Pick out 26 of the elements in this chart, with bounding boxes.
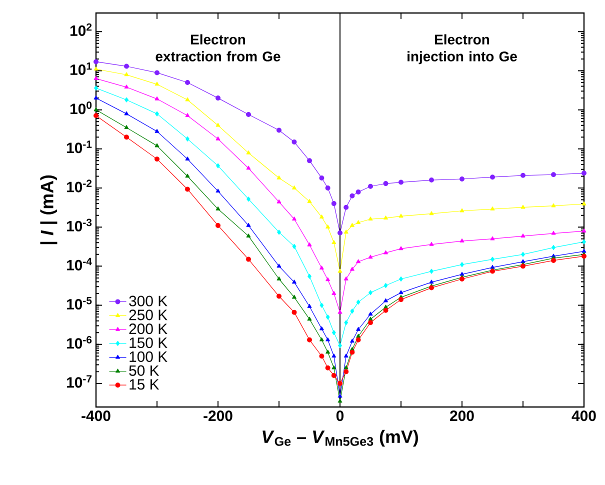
legend-label: 300 K	[129, 296, 168, 306]
x-tick-label: 200	[450, 410, 474, 422]
legend-label: 250 K	[129, 310, 168, 320]
x-tick-label: 400	[572, 410, 596, 422]
annotation: Electron injection into Ge	[408, 34, 517, 64]
y-tick-label: 10$^{-3}$	[67, 218, 92, 232]
x-tick-label: -400	[82, 410, 110, 422]
legend-label: 100 K	[130, 351, 168, 362]
legend-label: 200 K	[129, 324, 168, 334]
x-tick-label: -200	[204, 410, 232, 422]
y-tick-label: 10$^{0}$	[70, 102, 92, 114]
y-tick-label: 10$^{-5}$	[67, 297, 92, 310]
y-axis-title: | I | (mA)	[40, 175, 58, 244]
x-tick-label: 0	[336, 410, 344, 422]
legend-label: 50 K	[129, 365, 160, 376]
y-tick-label: 10$^{-4}$	[67, 258, 92, 270]
legend-label: 150 K	[130, 337, 168, 348]
y-tick-label: 10$^{-6}$	[67, 336, 92, 349]
y-tick-label: 10$^{1}$	[70, 62, 92, 75]
y-tick-label: 10$^{-2}$	[67, 180, 92, 192]
y-tick-label: 10$^{-7}$	[67, 375, 92, 388]
annotation: Electron extraction from Ge	[156, 34, 280, 62]
y-tick-label: 10$^{-1}$	[67, 140, 92, 154]
legend-label: 15 K	[130, 379, 160, 390]
x-axis-title: V$_{Ge}$ – V$_{Mn5Ge3}$ (mV)	[262, 430, 418, 447]
y-tick-label: 10$^{2}$	[70, 23, 92, 36]
